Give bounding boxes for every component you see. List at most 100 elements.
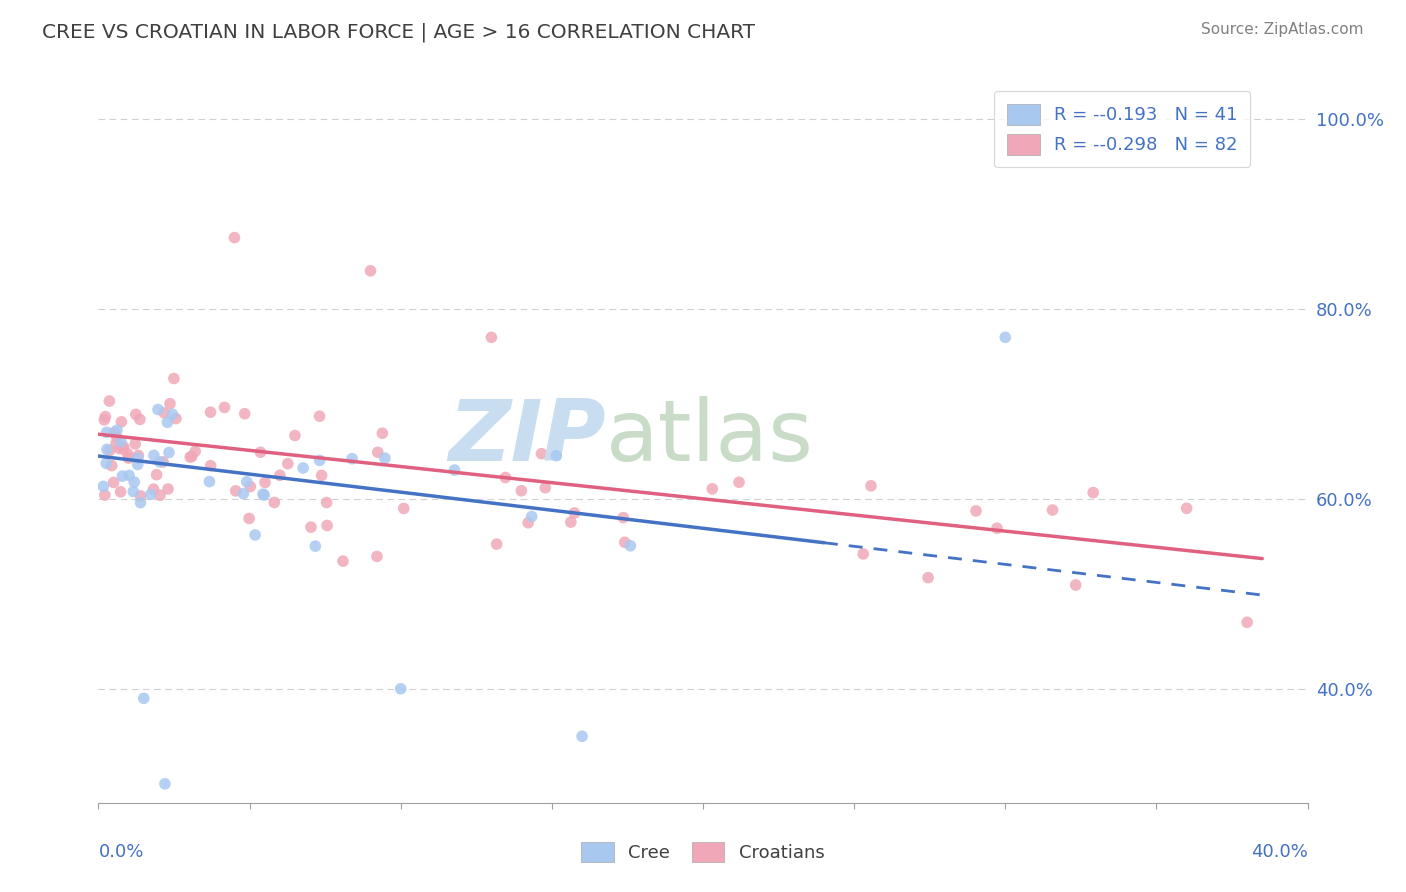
Point (94, 488, 117, 502)
Point (103, 425, 125, 440)
Point (128, 412, 150, 426)
Point (122, 475, 145, 489)
Point (110, 484, 132, 499)
Point (127, 458, 149, 472)
Point (111, 469, 134, 483)
Point (117, 451, 139, 466)
Point (253, 488, 276, 502)
Point (198, 475, 221, 489)
Point (520, 509, 543, 524)
Point (179, 450, 201, 464)
Point (564, 506, 586, 520)
Point (233, 407, 256, 421)
Legend: Cree, Croatians: Cree, Croatians (574, 834, 832, 870)
Point (232, 486, 254, 500)
Point (366, 549, 388, 564)
Point (132, 691, 155, 706)
Point (308, 453, 330, 467)
Point (139, 487, 162, 501)
Point (1236, 615, 1258, 630)
Point (1175, 501, 1198, 516)
Point (284, 428, 307, 442)
Point (510, 483, 533, 498)
Point (315, 495, 337, 509)
Point (184, 444, 207, 458)
Point (163, 371, 186, 385)
Point (124, 437, 146, 451)
Point (1042, 503, 1064, 517)
Point (122, 484, 145, 499)
Point (96, 425, 118, 440)
Point (103, 475, 125, 490)
Point (200, 405, 222, 419)
Point (238, 511, 260, 525)
Point (986, 521, 1008, 535)
Point (153, 777, 176, 791)
Point (91, 479, 114, 493)
Text: Source: ZipAtlas.com: Source: ZipAtlas.com (1201, 22, 1364, 37)
Text: ZIP: ZIP (449, 395, 606, 479)
Point (917, 571, 939, 585)
Point (728, 475, 751, 490)
Point (110, 434, 132, 449)
Point (110, 415, 132, 429)
Point (98, 394, 121, 409)
Point (859, 479, 882, 493)
Legend: R = --0.193   N = 41, R = --0.298   N = 82: R = --0.193 N = 41, R = --0.298 N = 82 (994, 91, 1250, 168)
Point (389, 681, 412, 696)
Point (149, 488, 172, 502)
Text: CREE VS CROATIAN IN LABOR FORCE | AGE > 16 CORRELATION CHART: CREE VS CROATIAN IN LABOR FORCE | AGE > … (42, 22, 755, 42)
Point (112, 440, 135, 454)
Point (299, 520, 322, 534)
Point (157, 445, 180, 459)
Point (619, 539, 641, 553)
Point (165, 411, 187, 425)
Point (159, 396, 181, 410)
Point (146, 402, 169, 417)
Point (332, 554, 354, 568)
Point (225, 483, 247, 498)
Point (224, 230, 246, 244)
Point (485, 537, 508, 551)
Point (292, 461, 315, 475)
Point (127, 449, 149, 463)
Point (304, 539, 326, 553)
Point (316, 518, 339, 533)
Point (612, 510, 634, 524)
Point (252, 487, 274, 501)
Point (162, 407, 184, 421)
Point (367, 445, 389, 459)
Point (534, 481, 557, 495)
Point (105, 423, 128, 437)
Point (125, 408, 148, 422)
Point (340, 451, 363, 466)
Point (371, 426, 394, 441)
Point (96, 442, 118, 457)
Point (277, 457, 299, 471)
Point (129, 489, 152, 503)
Point (613, 535, 636, 549)
Point (571, 729, 593, 743)
Point (112, 442, 135, 456)
Point (443, 463, 465, 477)
Point (481, 330, 503, 344)
Point (965, 504, 987, 518)
Point (129, 496, 152, 510)
Point (994, 330, 1017, 344)
Point (142, 482, 165, 496)
Point (104, 436, 127, 450)
Point (156, 415, 179, 429)
Point (127, 451, 149, 466)
Point (392, 501, 415, 516)
Point (93, 413, 115, 427)
Point (152, 455, 174, 469)
Point (517, 516, 540, 530)
Point (149, 455, 172, 469)
Point (156, 482, 179, 496)
Point (560, 515, 582, 529)
Point (100, 458, 122, 473)
Point (117, 447, 139, 461)
Text: atlas: atlas (606, 395, 814, 479)
Point (94, 409, 117, 424)
Point (236, 475, 259, 489)
